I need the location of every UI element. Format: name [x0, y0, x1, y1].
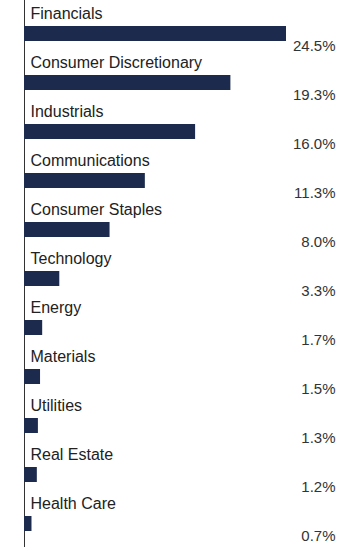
- svg-text:11.3%: 11.3%: [294, 184, 335, 201]
- svg-text:Health Care: Health Care: [31, 495, 116, 512]
- svg-text:0.7%: 0.7%: [301, 527, 335, 544]
- svg-text:Industrials: Industrials: [31, 103, 104, 120]
- svg-text:Consumer Staples: Consumer Staples: [31, 201, 163, 218]
- svg-text:Real Estate: Real Estate: [31, 446, 114, 463]
- svg-text:19.3%: 19.3%: [293, 86, 336, 103]
- svg-text:1.7%: 1.7%: [301, 331, 335, 348]
- svg-text:Consumer Discretionary: Consumer Discretionary: [31, 54, 203, 71]
- svg-text:3.3%: 3.3%: [301, 282, 335, 299]
- svg-text:Utilities: Utilities: [31, 397, 83, 414]
- svg-text:1.3%: 1.3%: [301, 429, 335, 446]
- svg-text:8.0%: 8.0%: [301, 233, 335, 250]
- svg-text:Communications: Communications: [31, 152, 150, 169]
- svg-text:Materials: Materials: [31, 348, 96, 365]
- svg-text:24.5%: 24.5%: [293, 37, 336, 54]
- svg-text:Technology: Technology: [31, 250, 112, 267]
- svg-text:1.5%: 1.5%: [301, 380, 335, 397]
- svg-text:Financials: Financials: [31, 5, 103, 22]
- svg-text:1.2%: 1.2%: [301, 478, 335, 495]
- svg-text:16.0%: 16.0%: [293, 135, 336, 152]
- svg-text:Energy: Energy: [31, 299, 82, 316]
